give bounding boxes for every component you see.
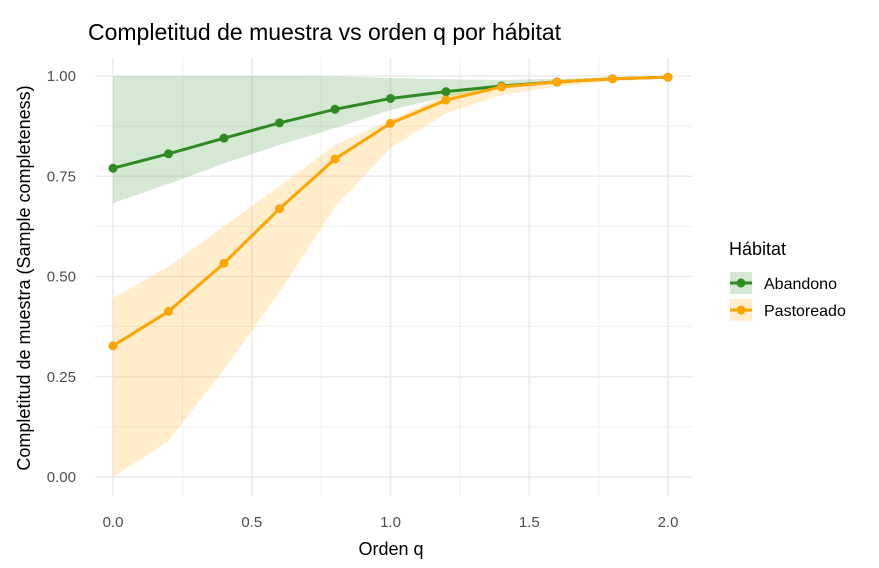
grid (95, 58, 692, 496)
x-tick-label: 0.5 (241, 514, 262, 531)
ribbons (113, 76, 668, 477)
y-tick-label: 0.50 (47, 269, 76, 286)
point-pastoreado (663, 72, 673, 82)
point-pastoreado (219, 258, 229, 268)
point-pastoreado (386, 118, 395, 128)
point-pastoreado (275, 204, 284, 214)
x-tick-label: 1.5 (519, 514, 540, 531)
y-tick-label: 0.75 (47, 168, 76, 185)
point-abandono (108, 163, 118, 173)
x-tick-label: 2.0 (658, 514, 679, 531)
chart-title: Completitud de muestra vs orden q por há… (88, 19, 562, 45)
ribbon-pastoreado (113, 76, 668, 477)
legend-label-abandono: Abandono (764, 276, 837, 293)
series-points (108, 72, 673, 351)
legend-label-pastoreado: Pastoreado (764, 303, 846, 320)
point-pastoreado (608, 74, 617, 84)
point-abandono (164, 149, 173, 159)
point-pastoreado (441, 95, 451, 105)
point-pastoreado (552, 77, 562, 87)
point-abandono (275, 118, 284, 128)
y-axis-label: Completitud de muestra (Sample completen… (14, 85, 34, 470)
x-tick-label: 1.0 (380, 514, 401, 531)
point-pastoreado (330, 154, 340, 164)
point-pastoreado (108, 341, 118, 351)
legend-point-abandono (736, 278, 746, 288)
tick-labels: 0.0 0.5 1.0 1.5 2.0 0.00 0.25 0.50 0.75 1.00 (47, 68, 679, 531)
point-abandono (219, 133, 229, 143)
point-abandono (386, 93, 395, 103)
y-tick-label: 0.00 (47, 469, 76, 486)
point-abandono (330, 104, 340, 114)
y-tick-label: 0.25 (47, 369, 76, 386)
x-tick-label: 0.0 (103, 514, 124, 531)
legend: Abandono Pastoreado (730, 272, 846, 321)
point-pastoreado (497, 82, 506, 92)
legend-point-pastoreado (736, 305, 746, 315)
ribbon-abandono (113, 76, 668, 204)
y-tick-label: 1.00 (47, 68, 76, 85)
x-axis-label: Orden q (358, 539, 423, 559)
point-abandono (441, 87, 451, 97)
legend-title: Hábitat (729, 239, 786, 259)
point-pastoreado (164, 306, 173, 316)
